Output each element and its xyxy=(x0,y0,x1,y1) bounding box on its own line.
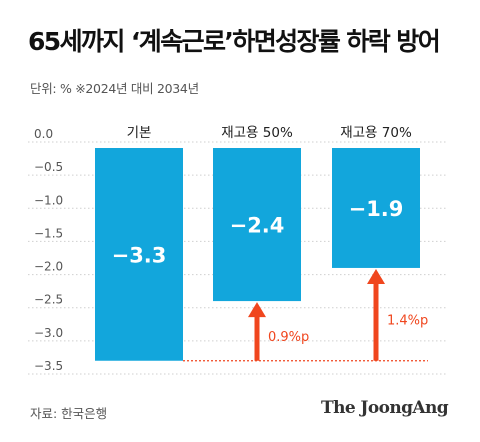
unit-note: 단위: % ※2024년 대비 2034년 xyxy=(30,81,199,96)
y-tick-labels: 0.0 −0.5 −1.0 −1.5 −2.0 −2.5 −3.0 −3.5 xyxy=(34,127,63,373)
y-tick-label: −3.5 xyxy=(34,359,63,373)
y-tick-label: −2.5 xyxy=(34,293,63,307)
arrow-head xyxy=(367,268,385,284)
annotations: 0.9%p 1.4%p xyxy=(183,268,428,362)
bar-value-label: −1.9 xyxy=(349,197,404,221)
chart-title: 65세까지 ‘계속근로’하면성장률 하락 방어 xyxy=(28,27,441,56)
bar-value-labels: −3.3 −2.4 −1.9 xyxy=(112,197,404,267)
y-tick-label: −0.5 xyxy=(34,160,63,174)
category-label: 재고용 50% xyxy=(221,125,293,141)
y-tick-label: −1.5 xyxy=(34,226,63,240)
bar xyxy=(95,148,183,361)
bar-value-label: −2.4 xyxy=(230,214,285,238)
annotation-label: 1.4%p xyxy=(387,313,428,328)
annotation-label: 0.9%p xyxy=(268,330,309,345)
y-tick-label: −1.0 xyxy=(34,193,63,207)
y-tick-label: −2.0 xyxy=(34,260,63,274)
category-label: 재고용 70% xyxy=(340,125,412,141)
source-note: 자료: 한국은행 xyxy=(30,406,108,421)
bar xyxy=(213,148,301,302)
bar xyxy=(332,148,420,268)
publisher-logo: The JoongAng xyxy=(321,398,449,418)
y-tick-label: −3.0 xyxy=(34,326,63,340)
y-tick-label: 0.0 xyxy=(34,127,53,141)
arrow-head xyxy=(248,302,266,318)
category-labels: 기본 재고용 50% 재고용 70% xyxy=(127,125,412,141)
bar-value-label: −3.3 xyxy=(112,243,167,267)
category-label: 기본 xyxy=(127,125,152,141)
bars xyxy=(95,148,420,361)
